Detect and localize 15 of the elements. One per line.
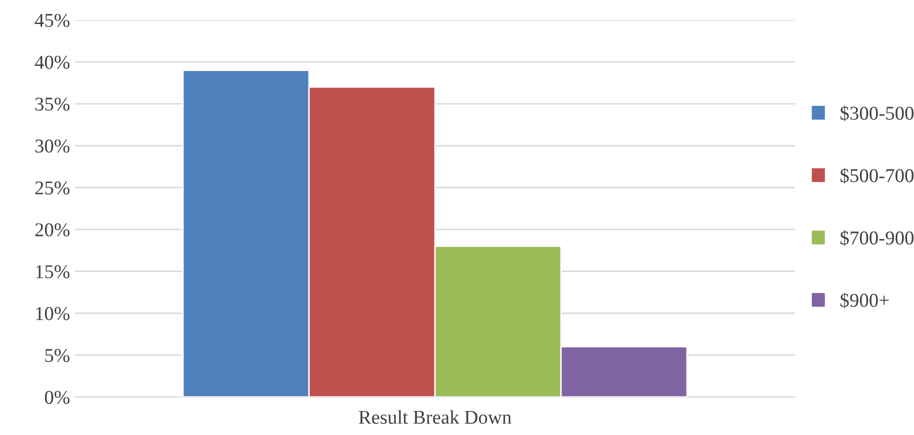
legend-label: $300-500 xyxy=(840,106,914,122)
legend-label: $900+ xyxy=(840,292,889,308)
legend-label: $500-700 xyxy=(840,168,914,184)
y-tick-label: 5% xyxy=(45,348,70,362)
x-axis-title: Result Break Down xyxy=(358,410,512,424)
y-tick-label: 45% xyxy=(34,14,70,27)
y-tick-label: 0% xyxy=(44,390,70,404)
legend-label: $700-900 xyxy=(840,230,914,246)
y-tick-label: 20% xyxy=(35,223,70,236)
y-tick-label: 30% xyxy=(35,139,70,153)
y-tick-label: 10% xyxy=(36,307,70,320)
y-tick-label: 25% xyxy=(35,181,70,195)
y-tick-label: 40% xyxy=(34,56,70,69)
y-tick-label: 35% xyxy=(35,98,70,111)
y-tick-label: 15% xyxy=(36,265,70,278)
